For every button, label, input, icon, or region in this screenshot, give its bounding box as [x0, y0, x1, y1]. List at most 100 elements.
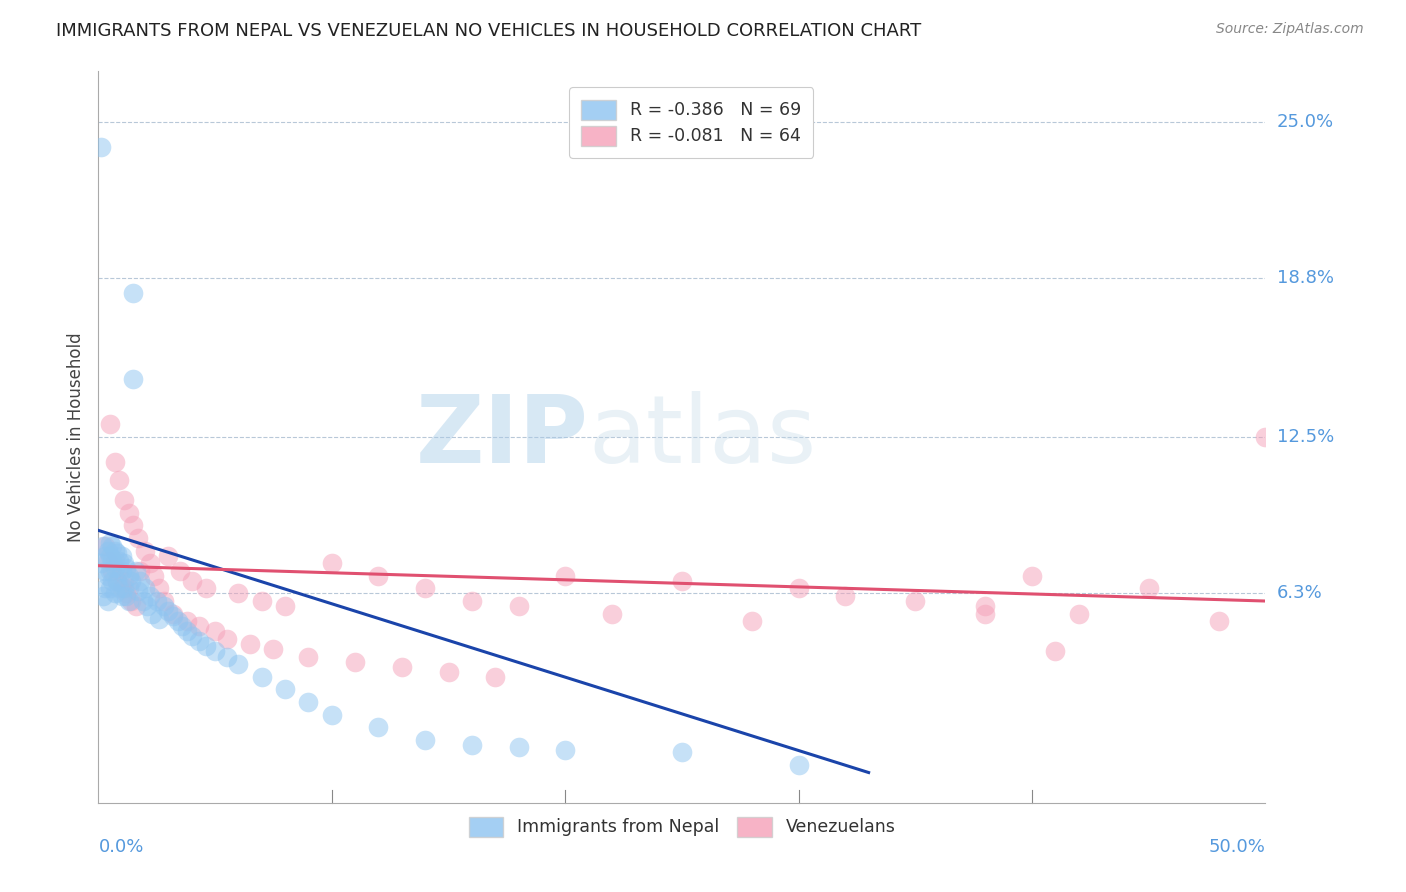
Point [974, 599, 997, 613]
Point [104, 561, 127, 575]
Point [143, 569, 166, 583]
Text: Source: ZipAtlas.com: Source: ZipAtlas.com [1216, 22, 1364, 37]
Point [90, 556, 112, 570]
Point [108, 473, 131, 487]
Point [176, 624, 198, 639]
Point [741, 614, 763, 628]
Point [1021, 569, 1043, 583]
Point [105, 574, 128, 588]
Point [122, 372, 145, 386]
Point [1208, 614, 1230, 628]
Point [787, 758, 810, 772]
Point [101, 564, 124, 578]
Point [321, 707, 343, 722]
Text: 0.0%: 0.0% [98, 838, 143, 855]
Point [90, 140, 112, 154]
Point [134, 582, 156, 596]
Point [344, 655, 367, 669]
Point [367, 720, 389, 734]
Point [115, 561, 138, 575]
Point [108, 554, 131, 568]
Point [105, 546, 128, 560]
Point [118, 569, 141, 583]
Point [118, 506, 141, 520]
Point [250, 670, 273, 684]
Point [98, 549, 121, 563]
Point [671, 574, 693, 588]
Point [262, 642, 284, 657]
Point [122, 286, 145, 301]
Point [297, 695, 319, 709]
Point [166, 614, 188, 628]
Point [112, 582, 135, 596]
Point [484, 670, 506, 684]
Legend: Immigrants from Nepal, Venezuelans: Immigrants from Nepal, Venezuelans [460, 808, 904, 846]
Point [554, 569, 576, 583]
Y-axis label: No Vehicles in Household: No Vehicles in Household [66, 332, 84, 542]
Point [94, 549, 117, 563]
Point [180, 574, 202, 588]
Point [152, 599, 174, 613]
Point [104, 586, 127, 600]
Point [108, 582, 131, 596]
Point [834, 589, 856, 603]
Point [172, 619, 194, 633]
Point [118, 594, 141, 608]
Text: atlas: atlas [589, 391, 817, 483]
Point [125, 599, 148, 613]
Point [671, 745, 693, 759]
Point [101, 574, 124, 588]
Point [508, 740, 530, 755]
Point [129, 574, 152, 588]
Point [112, 493, 135, 508]
Point [91, 539, 114, 553]
Point [321, 556, 343, 570]
Point [274, 682, 297, 697]
Point [111, 589, 134, 603]
Point [1137, 582, 1160, 596]
Point [118, 582, 141, 596]
Point [108, 564, 131, 578]
Point [120, 574, 142, 588]
Point [162, 609, 184, 624]
Point [148, 582, 170, 596]
Point [187, 619, 209, 633]
Point [112, 574, 135, 588]
Point [115, 586, 138, 600]
Point [112, 556, 135, 570]
Point [508, 599, 530, 613]
Point [239, 637, 262, 651]
Point [228, 586, 250, 600]
Point [115, 589, 138, 603]
Point [104, 543, 127, 558]
Point [97, 569, 120, 583]
Point [120, 594, 142, 608]
Point [1045, 644, 1067, 658]
Point [187, 634, 209, 648]
Point [139, 589, 162, 603]
Point [152, 594, 174, 608]
Point [127, 531, 149, 545]
Point [413, 582, 436, 596]
Point [461, 738, 484, 752]
Point [98, 536, 121, 550]
Point [98, 582, 121, 596]
Point [132, 594, 155, 608]
Point [111, 564, 134, 578]
Point [101, 554, 124, 568]
Text: 50.0%: 50.0% [1209, 838, 1265, 855]
Point [134, 543, 156, 558]
Text: 25.0%: 25.0% [1277, 112, 1334, 131]
Point [94, 539, 117, 553]
Point [297, 649, 319, 664]
Text: IMMIGRANTS FROM NEPAL VS VENEZUELAN NO VEHICLES IN HOUSEHOLD CORRELATION CHART: IMMIGRANTS FROM NEPAL VS VENEZUELAN NO V… [56, 22, 921, 40]
Point [274, 599, 297, 613]
Point [157, 549, 180, 563]
Point [105, 574, 128, 588]
Point [148, 612, 170, 626]
Point [180, 629, 202, 643]
Point [157, 604, 180, 618]
Point [194, 640, 217, 654]
Point [94, 582, 117, 596]
Point [204, 644, 226, 658]
